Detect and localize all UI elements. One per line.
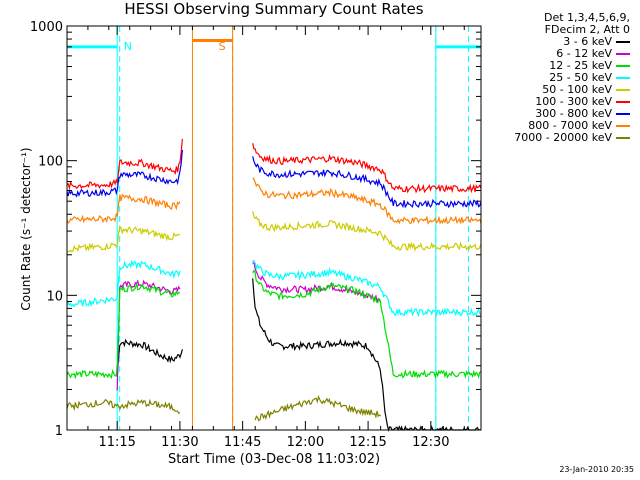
series-line <box>66 138 183 191</box>
legend-item: 50 - 100 keV <box>514 84 630 96</box>
series-line <box>66 283 180 380</box>
legend-swatch <box>616 125 630 127</box>
series-line <box>252 156 482 209</box>
series-line <box>254 394 381 422</box>
legend-swatch <box>616 89 630 91</box>
legend-swatch <box>616 101 630 103</box>
x-tick-label: 11:30 <box>161 435 198 450</box>
y-tick-label: 100 <box>38 155 63 170</box>
x-tick-label: 12:30 <box>412 435 449 450</box>
legend-item: 25 - 50 keV <box>514 72 630 84</box>
legend-item-label: 6 - 12 keV <box>556 47 612 60</box>
legend-item-label: 25 - 50 keV <box>549 71 612 84</box>
x-tick-label: 11:15 <box>98 435 135 450</box>
series-line <box>116 338 183 377</box>
series-line <box>252 259 482 318</box>
flag-label: N <box>124 40 132 53</box>
series-line <box>252 143 482 194</box>
legend-item: 800 - 7000 keV <box>514 120 630 132</box>
legend-item-label: 800 - 7000 keV <box>528 119 612 132</box>
x-tick-label: 12:00 <box>287 435 324 450</box>
legend: Det 1,3,4,5,6,9, FDecim 2, Att 0 3 - 6 k… <box>514 12 630 144</box>
x-axis-label: Start Time (03-Dec-08 11:03:02) <box>167 452 381 467</box>
legend-item-label: 50 - 100 keV <box>542 83 612 96</box>
timestamp: 23-Jan-2010 20:35 <box>559 465 634 474</box>
legend-swatch <box>616 77 630 79</box>
y-tick-label: 1000 <box>30 20 63 35</box>
series-line <box>66 398 181 414</box>
legend-item-label: 7000 - 20000 keV <box>514 131 612 144</box>
legend-item-label: 300 - 800 keV <box>535 107 612 120</box>
series-line <box>252 211 482 253</box>
series-line <box>66 193 181 224</box>
legend-item: 100 - 300 keV <box>514 96 630 108</box>
legend-swatch <box>616 41 630 43</box>
x-tick-label: 12:15 <box>349 435 386 450</box>
series-line <box>66 224 180 253</box>
x-tick-label: 11:45 <box>224 435 261 450</box>
series-line <box>252 259 382 303</box>
legend-header-line-2: FDecim 2, Att 0 <box>544 23 630 36</box>
legend-swatch <box>616 53 630 55</box>
legend-item-label: 100 - 300 keV <box>535 95 612 108</box>
legend-item-label: 3 - 6 keV <box>563 35 612 48</box>
legend-item: 3 - 6 keV <box>514 36 630 48</box>
legend-swatch <box>616 137 630 139</box>
series-line <box>252 177 482 225</box>
legend-item: 12 - 25 keV <box>514 60 630 72</box>
flag-label: S <box>219 40 226 53</box>
legend-swatch <box>616 113 630 115</box>
legend-header-line-1: Det 1,3,4,5,6,9, <box>543 11 630 24</box>
plot-frame <box>66 25 482 431</box>
chart-title: HESSI Observing Summary Count Rates <box>124 0 424 18</box>
series-line <box>116 279 181 391</box>
legend-item: 300 - 800 keV <box>514 108 630 120</box>
legend-item: 6 - 12 keV <box>514 48 630 60</box>
y-axis-label: Count Rate (s⁻¹ detector⁻¹) <box>19 147 33 311</box>
legend-swatch <box>616 65 630 67</box>
legend-item: 7000 - 20000 keV <box>514 132 630 144</box>
y-tick-label: 1 <box>55 424 63 439</box>
legend-item-label: 12 - 25 keV <box>549 59 612 72</box>
series-line <box>66 259 181 308</box>
y-tick-label: 10 <box>46 289 63 304</box>
series-line <box>66 149 183 198</box>
legend-rows: 3 - 6 keV 6 - 12 keV 12 - 25 keV 25 - 50 ke… <box>514 36 630 144</box>
series-line <box>252 269 482 379</box>
